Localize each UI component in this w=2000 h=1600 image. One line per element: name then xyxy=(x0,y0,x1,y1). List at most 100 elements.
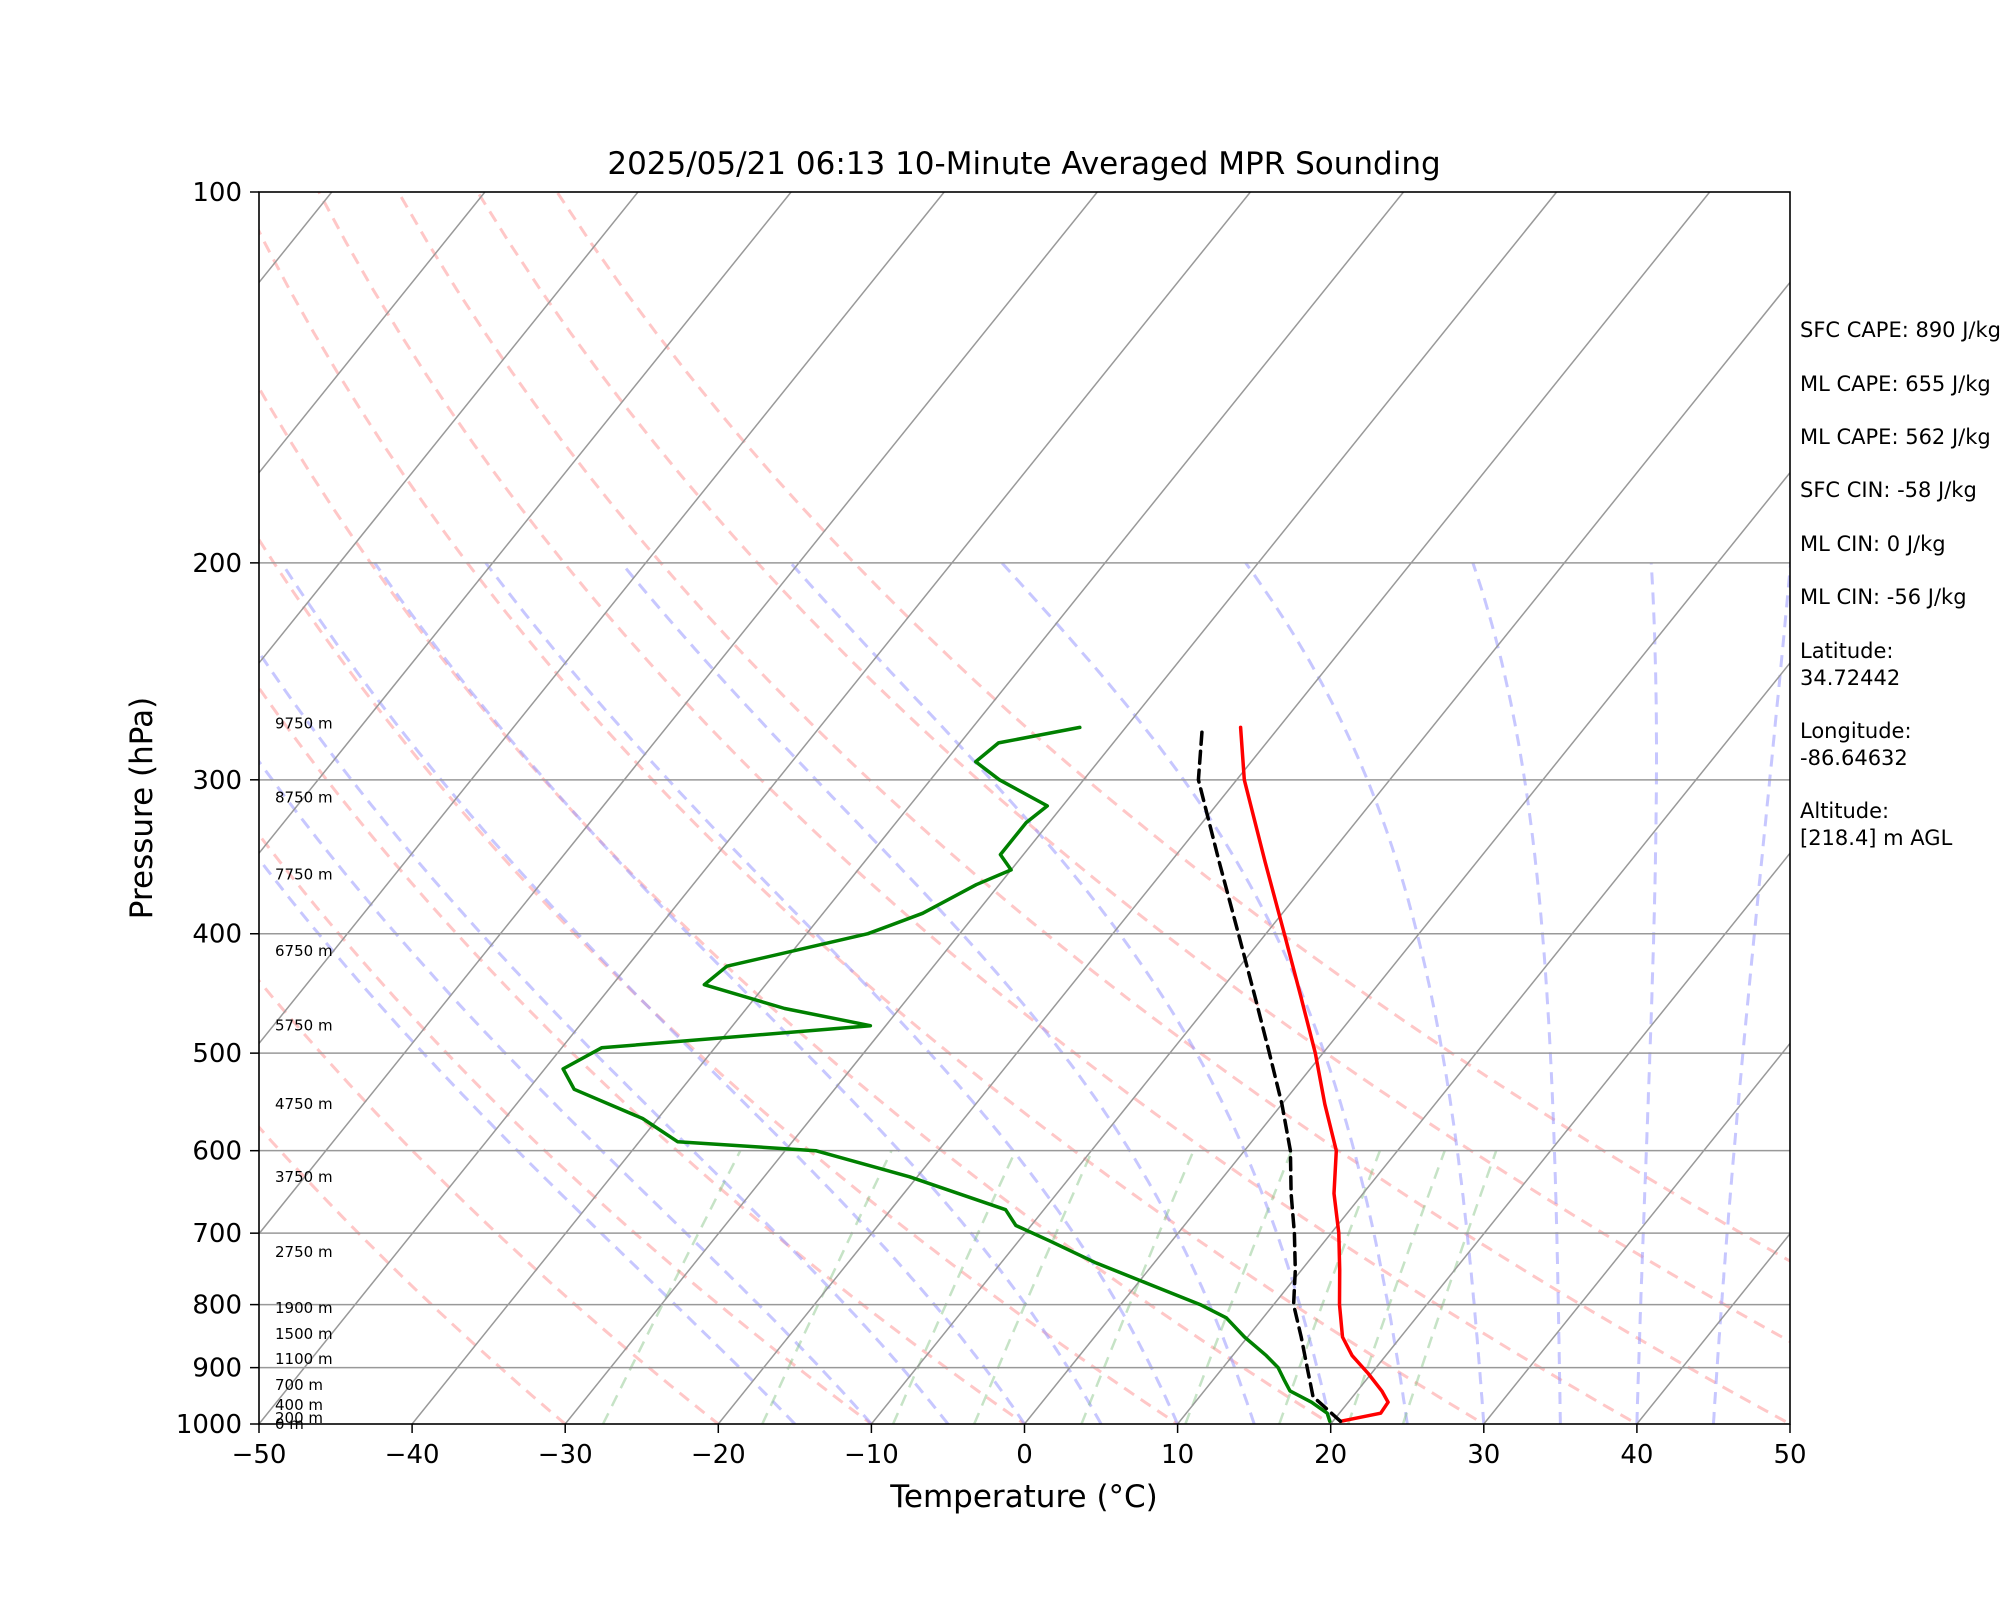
height-label: 1900 m xyxy=(275,1299,333,1317)
x-axis-ticks: −50 −40 −30 −20 −10 0 10 20 30 40 50 xyxy=(232,1424,1807,1470)
isotherm xyxy=(259,192,1251,1424)
isotherm xyxy=(1177,661,1790,1424)
moist-adiabat xyxy=(259,649,950,1424)
x-tick-label: −30 xyxy=(538,1440,593,1470)
isotherm xyxy=(1023,471,1790,1424)
isotherm xyxy=(259,192,945,1045)
temperature-profile xyxy=(1238,725,1390,1424)
sfc-cin-label: SFC CIN: -58 J/kg xyxy=(1800,478,1977,502)
ml-cape-label-2: ML CAPE: 562 J/kg xyxy=(1800,425,1991,449)
dry-adiabat xyxy=(259,685,1028,1424)
ml-cin-label-2: ML CIN: -56 J/kg xyxy=(1800,585,1967,609)
moist-adiabat xyxy=(1635,562,1658,1424)
x-tick-label: −40 xyxy=(385,1440,440,1470)
height-label: 1100 m xyxy=(275,1350,333,1368)
x-tick-label: 10 xyxy=(1161,1440,1194,1470)
height-label: 700 m xyxy=(275,1376,323,1394)
height-label: 0 m xyxy=(275,1415,304,1433)
dewpoint-profile xyxy=(561,725,1332,1424)
y-tick-label: 100 xyxy=(192,178,242,208)
mixing-ratio-line xyxy=(1347,1150,1446,1424)
x-tick-label: 40 xyxy=(1620,1440,1653,1470)
moist-adiabat xyxy=(484,561,1179,1424)
height-label: 2750 m xyxy=(275,1243,333,1261)
dry-adiabat xyxy=(259,536,1181,1424)
height-label: 9750 m xyxy=(275,714,333,732)
isotherm xyxy=(259,192,639,665)
x-tick-label: 0 xyxy=(1016,1440,1033,1470)
dry-adiabat xyxy=(259,1124,568,1424)
altitude-value: [218.4] m AGL xyxy=(1800,826,1953,850)
latitude-value: 34.72442 xyxy=(1800,666,1900,690)
data-lines xyxy=(561,725,1390,1424)
isotherm xyxy=(259,192,1098,1235)
height-label: 400 m xyxy=(275,1396,323,1414)
height-label: 6750 m xyxy=(275,942,333,960)
dry-adiabat xyxy=(476,192,1790,1344)
isotherm xyxy=(717,192,1711,1424)
x-tick-label: 30 xyxy=(1467,1440,1500,1470)
ml-cape-label: ML CAPE: 655 J/kg xyxy=(1800,372,1991,396)
dry-adiabat xyxy=(259,385,1334,1424)
moist-adiabat xyxy=(259,758,873,1424)
mixing-ratio-line xyxy=(1080,1150,1195,1424)
isotherm xyxy=(411,192,1405,1424)
x-tick-label: 50 xyxy=(1773,1440,1806,1470)
x-tick-label: −10 xyxy=(844,1440,899,1470)
y-tick-label: 400 xyxy=(192,920,242,950)
y-tick-label: 1000 xyxy=(176,1410,242,1440)
moist-adiabat xyxy=(259,856,796,1424)
height-label: 8750 m xyxy=(275,788,333,806)
height-label: 5750 m xyxy=(275,1017,333,1035)
isotherm xyxy=(259,192,792,855)
mixing-ratio-line xyxy=(973,1150,1094,1424)
isotherm xyxy=(259,192,486,474)
ml-cin-label: ML CIN: 0 J/kg xyxy=(1800,532,1946,556)
height-label: 7750 m xyxy=(275,865,333,883)
y-tick-label: 700 xyxy=(192,1219,242,1249)
sfc-cape-label: SFC CAPE: 890 J/kg xyxy=(1800,318,2000,342)
altitude-label: Altitude: xyxy=(1800,799,1889,823)
height-label: 3750 m xyxy=(275,1168,333,1186)
dry-adiabat xyxy=(397,192,1790,1424)
y-axis-ticks: 100 200 300 400 500 600 700 800 900 1000 xyxy=(176,178,259,1440)
longitude-value: -86.64632 xyxy=(1800,746,1908,770)
height-label: 4750 m xyxy=(275,1095,333,1113)
moist-adiabat xyxy=(789,561,1333,1424)
background-lines xyxy=(0,192,1790,1424)
moist-adiabat xyxy=(1000,561,1409,1424)
y-tick-label: 200 xyxy=(192,549,242,579)
y-axis-label: Pressure (hPa) xyxy=(124,697,160,919)
dry-adiabat xyxy=(555,192,1790,1263)
y-tick-label: 500 xyxy=(192,1039,242,1069)
moist-adiabat xyxy=(1712,562,1790,1424)
info-panel: SFC CAPE: 890 J/kg ML CAPE: 655 J/kg ML … xyxy=(1800,318,2000,850)
y-tick-label: 600 xyxy=(192,1137,242,1167)
dry-adiabat xyxy=(259,227,1487,1424)
mixing-ratio-line xyxy=(601,1150,742,1424)
y-tick-label: 900 xyxy=(192,1354,242,1384)
longitude-label: Longitude: xyxy=(1800,719,1912,743)
height-label: 200 m xyxy=(275,1409,323,1427)
y-tick-label: 800 xyxy=(192,1291,242,1321)
isotherm xyxy=(1330,852,1790,1424)
x-tick-label: −50 xyxy=(232,1440,287,1470)
isotherm xyxy=(870,281,1790,1424)
dry-adiabat xyxy=(259,978,721,1424)
chart-title: 2025/05/21 06:13 10-Minute Averaged MPR … xyxy=(607,146,1440,182)
latitude-label: Latitude: xyxy=(1800,639,1894,663)
y-tick-label: 300 xyxy=(192,766,242,796)
isotherm xyxy=(1483,1042,1790,1424)
mixing-ratio-line xyxy=(761,1150,893,1424)
height-label: 1500 m xyxy=(275,1325,333,1343)
moist-adiabat xyxy=(1471,562,1562,1424)
isotherm xyxy=(0,192,26,1424)
dry-adiabat xyxy=(317,192,1640,1424)
dry-adiabat xyxy=(259,832,874,1424)
isotherm xyxy=(564,192,1558,1424)
x-tick-label: −20 xyxy=(691,1440,746,1470)
x-axis-label: Temperature (°C) xyxy=(889,1479,1158,1515)
parcel-profile xyxy=(1196,725,1343,1424)
